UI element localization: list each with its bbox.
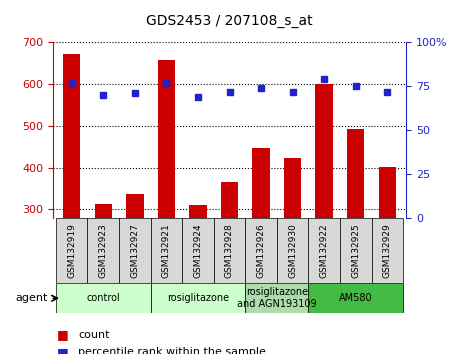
Text: GSM132930: GSM132930	[288, 223, 297, 278]
Bar	[347, 129, 364, 218]
Bar	[189, 205, 207, 218]
Bar	[63, 54, 80, 218]
Text: percentile rank within the sample: percentile rank within the sample	[78, 347, 266, 354]
Bar	[88, 218, 119, 283]
Text: count: count	[78, 330, 110, 339]
Bar	[252, 148, 270, 218]
Bar	[126, 194, 144, 218]
Bar	[308, 283, 403, 313]
Text: rosiglitazone
and AGN193109: rosiglitazone and AGN193109	[237, 287, 317, 309]
Text: GSM132929: GSM132929	[383, 223, 392, 278]
Text: GSM132928: GSM132928	[225, 223, 234, 278]
Bar	[119, 218, 151, 283]
Bar	[308, 218, 340, 283]
Text: GSM132923: GSM132923	[99, 223, 108, 278]
Bar	[221, 182, 238, 218]
Bar	[277, 218, 308, 283]
Text: control: control	[86, 293, 120, 303]
Text: AM580: AM580	[339, 293, 373, 303]
Text: GSM132922: GSM132922	[319, 223, 329, 278]
Bar	[340, 218, 371, 283]
Text: GSM132919: GSM132919	[67, 223, 76, 278]
Bar	[56, 218, 88, 283]
Text: ■: ■	[57, 328, 69, 341]
Bar	[245, 283, 308, 313]
Bar	[151, 283, 245, 313]
Bar	[56, 283, 151, 313]
Text: ■: ■	[57, 346, 69, 354]
Bar	[371, 218, 403, 283]
Bar	[284, 159, 301, 218]
Bar	[95, 204, 112, 218]
Bar	[315, 84, 333, 218]
Text: GSM132924: GSM132924	[193, 223, 202, 278]
Text: GSM132925: GSM132925	[351, 223, 360, 278]
Text: rosiglitazone: rosiglitazone	[167, 293, 229, 303]
Text: agent: agent	[16, 293, 48, 303]
Bar	[182, 218, 214, 283]
Bar	[379, 167, 396, 218]
Bar	[151, 218, 182, 283]
Text: GSM132921: GSM132921	[162, 223, 171, 278]
Text: GDS2453 / 207108_s_at: GDS2453 / 207108_s_at	[146, 14, 313, 28]
Text: GSM132927: GSM132927	[130, 223, 140, 278]
Bar	[245, 218, 277, 283]
Text: GSM132926: GSM132926	[257, 223, 266, 278]
Bar	[214, 218, 245, 283]
Bar	[158, 61, 175, 218]
